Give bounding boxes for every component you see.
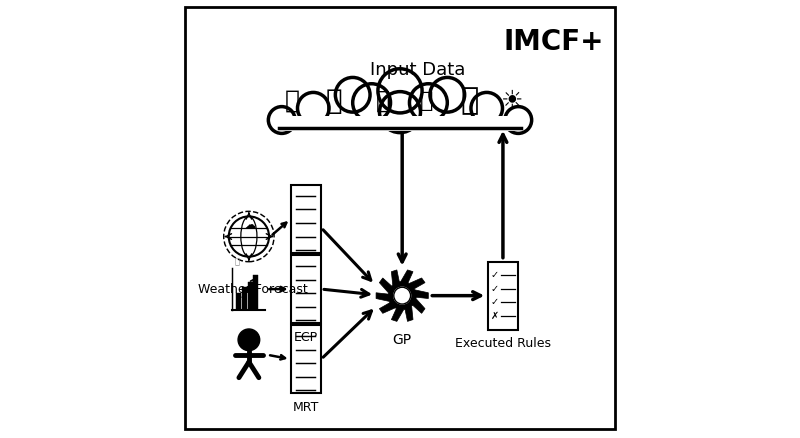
Circle shape [268, 106, 295, 134]
Text: ✓: ✓ [490, 297, 498, 307]
Circle shape [353, 84, 390, 122]
Text: Input Data: Input Data [370, 61, 466, 79]
FancyBboxPatch shape [487, 262, 518, 329]
Text: ☀: ☀ [501, 89, 523, 113]
Text: 🔋: 🔋 [234, 257, 240, 266]
Text: ECP: ECP [294, 331, 318, 344]
Circle shape [430, 78, 465, 112]
Text: 🌧: 🌧 [419, 91, 433, 111]
Text: MRT: MRT [293, 401, 319, 414]
Circle shape [335, 78, 370, 112]
Text: ☁: ☁ [244, 220, 255, 230]
Text: ✓: ✓ [490, 270, 498, 280]
Text: Executed Rules: Executed Rules [455, 337, 551, 350]
Bar [236, 293, 241, 310]
FancyBboxPatch shape [291, 325, 321, 393]
Circle shape [505, 106, 532, 134]
Bar [278, 116, 522, 131]
Bar [247, 282, 253, 310]
Text: 🌡: 🌡 [375, 89, 390, 113]
Text: Weather Forecast: Weather Forecast [198, 283, 308, 296]
FancyBboxPatch shape [291, 185, 321, 253]
Text: ✓: ✓ [490, 284, 498, 294]
FancyBboxPatch shape [291, 255, 321, 323]
Text: ✗: ✗ [490, 311, 498, 321]
Circle shape [471, 92, 502, 124]
Circle shape [378, 69, 422, 113]
Circle shape [379, 92, 421, 133]
Polygon shape [376, 270, 428, 321]
Bar [242, 287, 246, 310]
Text: IMCF+: IMCF+ [503, 28, 604, 57]
Text: 🚗: 🚗 [461, 86, 479, 115]
Circle shape [298, 92, 329, 124]
Circle shape [238, 329, 260, 350]
Circle shape [394, 287, 410, 304]
Bar [254, 276, 258, 310]
Text: GP: GP [393, 333, 412, 347]
Text: 🏠: 🏠 [326, 87, 342, 115]
Circle shape [410, 84, 447, 122]
Text: 💡: 💡 [285, 89, 300, 113]
